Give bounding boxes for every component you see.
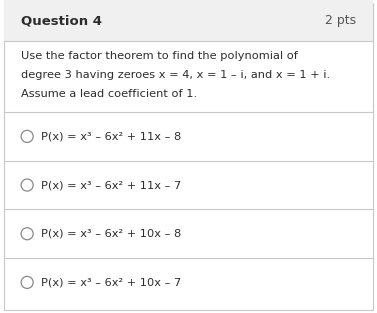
Text: Assume a lead coefficient of 1.: Assume a lead coefficient of 1.	[21, 89, 197, 99]
Text: Question 4: Question 4	[21, 14, 102, 27]
Text: 2 pts: 2 pts	[325, 14, 356, 27]
Text: P(x) = x³ – 6x² + 11x – 8: P(x) = x³ – 6x² + 11x – 8	[41, 131, 182, 141]
Text: Use the factor theorem to find the polynomial of: Use the factor theorem to find the polyn…	[21, 51, 297, 61]
Bar	[4, 0, 373, 41]
Text: P(x) = x³ – 6x² + 10x – 7: P(x) = x³ – 6x² + 10x – 7	[41, 277, 182, 287]
Text: degree 3 having zeroes x = 4, x = 1 – i, and x = 1 + i.: degree 3 having zeroes x = 4, x = 1 – i,…	[21, 70, 330, 80]
Text: P(x) = x³ – 6x² + 11x – 7: P(x) = x³ – 6x² + 11x – 7	[41, 180, 182, 190]
Text: P(x) = x³ – 6x² + 10x – 8: P(x) = x³ – 6x² + 10x – 8	[41, 229, 182, 239]
